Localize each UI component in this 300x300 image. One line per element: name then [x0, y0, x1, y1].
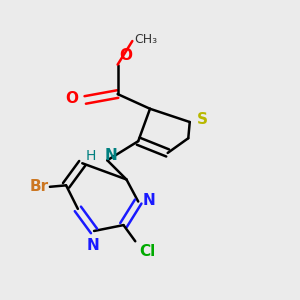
- Text: O: O: [119, 48, 132, 63]
- Text: CH₃: CH₃: [134, 33, 157, 46]
- Text: Br: Br: [29, 179, 48, 194]
- Text: N: N: [104, 148, 117, 164]
- Text: N: N: [86, 238, 99, 253]
- Text: N: N: [142, 193, 155, 208]
- Text: Cl: Cl: [140, 244, 156, 259]
- Text: O: O: [65, 91, 78, 106]
- Text: S: S: [197, 112, 208, 127]
- Text: H: H: [86, 149, 96, 163]
